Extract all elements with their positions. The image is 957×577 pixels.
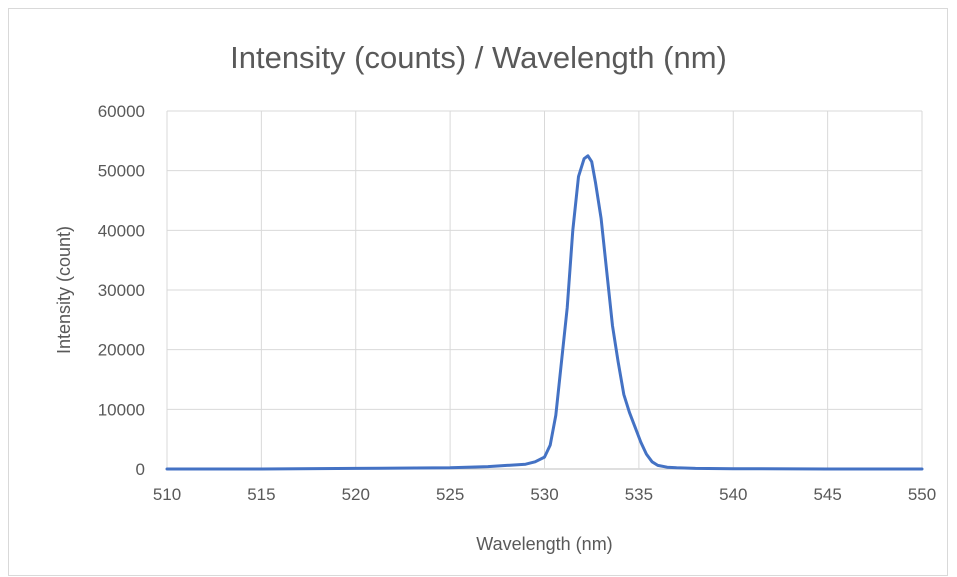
series-line xyxy=(165,154,924,471)
y-tick-label: 20000 xyxy=(98,341,145,360)
series-group xyxy=(165,154,924,471)
y-axis-label: Intensity (count) xyxy=(54,226,74,354)
x-tick-label: 530 xyxy=(530,485,558,504)
x-tick-label: 515 xyxy=(247,485,275,504)
x-tick-label: 510 xyxy=(153,485,181,504)
x-axis-tick-labels: 510 515 520 525 530 535 540 545 550 xyxy=(153,485,936,504)
y-tick-label: 60000 xyxy=(98,102,145,121)
y-tick-label: 40000 xyxy=(98,221,145,240)
chart-frame xyxy=(8,8,948,576)
y-tick-label: 50000 xyxy=(98,162,145,181)
gridlines xyxy=(166,110,923,470)
x-tick-label: 525 xyxy=(436,485,464,504)
x-tick-label: 540 xyxy=(719,485,747,504)
x-tick-label: 545 xyxy=(813,485,841,504)
x-axis-label: Wavelength (nm) xyxy=(476,534,612,554)
y-tick-label: 10000 xyxy=(98,400,145,419)
x-tick-label: 520 xyxy=(342,485,370,504)
y-tick-label: 0 xyxy=(136,460,145,479)
y-tick-label: 30000 xyxy=(98,281,145,300)
chart-title: Intensity (counts) / Wavelength (nm) xyxy=(230,40,727,75)
x-tick-label: 550 xyxy=(908,485,936,504)
x-tick-label: 535 xyxy=(625,485,653,504)
y-axis-tick-labels: 0 10000 20000 30000 40000 50000 60000 xyxy=(98,102,145,479)
